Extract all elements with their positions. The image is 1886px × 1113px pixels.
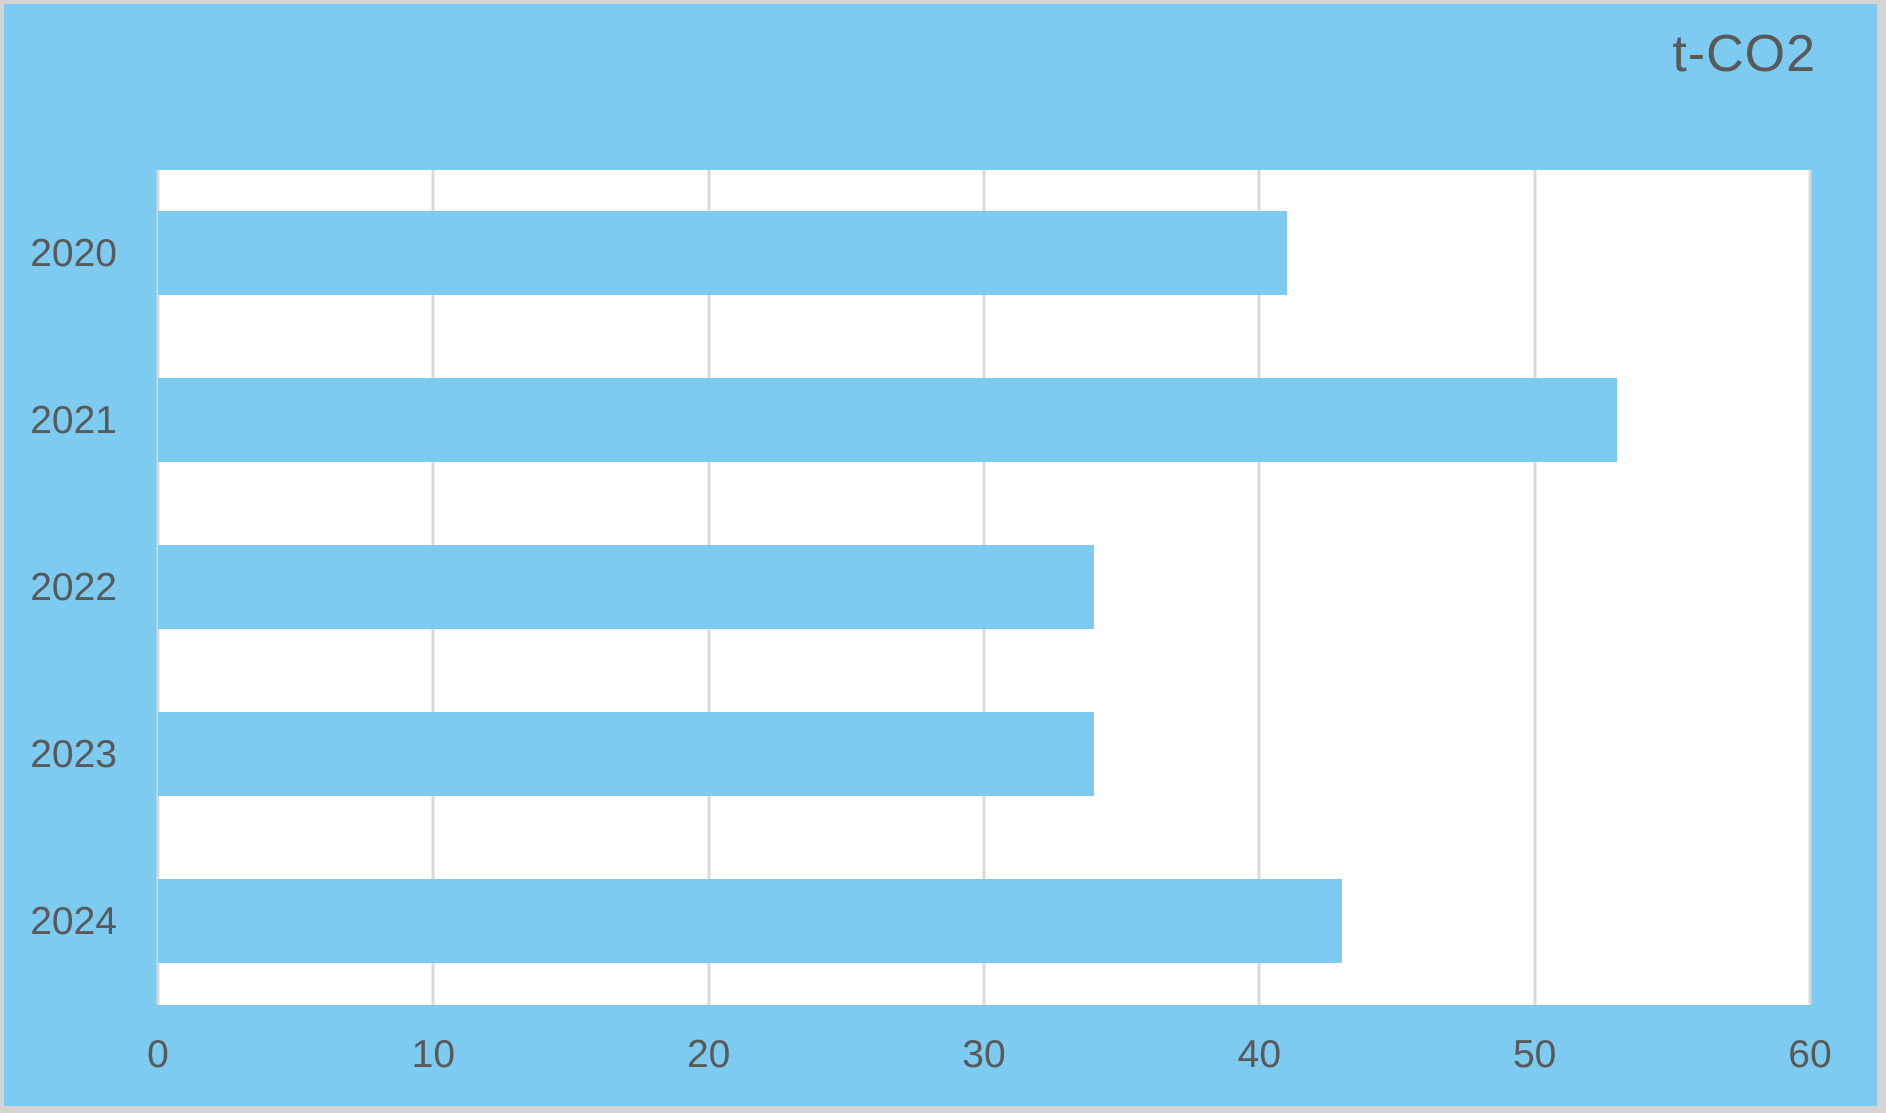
gridline-60 — [1808, 170, 1812, 1005]
plot-area — [156, 170, 1812, 1005]
gridline-50 — [1533, 170, 1537, 1005]
y-tick-label-2023: 2023 — [30, 732, 117, 776]
bar-2020 — [158, 211, 1287, 296]
bar-2023 — [158, 712, 1095, 797]
x-tick-label-50: 50 — [1512, 1033, 1557, 1076]
x-tick-label-60: 60 — [1788, 1033, 1832, 1076]
y-tick-label-2022: 2022 — [30, 565, 117, 609]
x-axis: 0 10 20 30 40 50 60 — [147, 1005, 1832, 1085]
bar-2021 — [158, 378, 1618, 463]
x-tick-label-30: 30 — [962, 1033, 1006, 1076]
x-tick-label-20: 20 — [686, 1033, 731, 1076]
bar-2022 — [158, 545, 1095, 630]
y-tick-label-2024: 2024 — [30, 899, 117, 943]
chart-title: t-CO2 — [1672, 25, 1816, 83]
y-tick-label-2021: 2021 — [30, 398, 117, 442]
y-axis: 2020 2021 2022 2023 2024 — [4, 170, 158, 1005]
bar-2024 — [158, 879, 1342, 964]
gridline-40 — [1257, 170, 1261, 1005]
x-tick-label-40: 40 — [1237, 1033, 1282, 1076]
x-tick-label-10: 10 — [411, 1033, 456, 1076]
y-tick-label-2020: 2020 — [30, 231, 117, 275]
x-tick-label-0: 0 — [147, 1033, 169, 1076]
